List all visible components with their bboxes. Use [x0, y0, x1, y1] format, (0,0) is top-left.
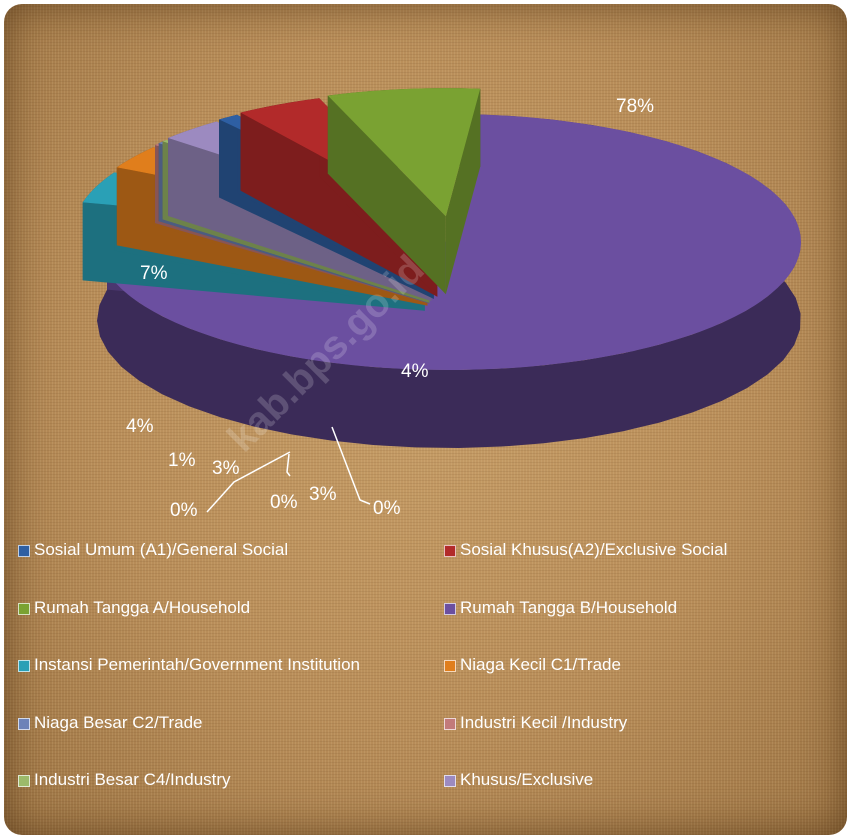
legend-swatch — [18, 545, 30, 557]
pie-chart: 1%4%7%78%4%3%0%0%0%3% kab.bps.go.id — [82, 88, 802, 521]
pie-slice-top — [327, 88, 481, 217]
legend-swatch — [18, 602, 30, 615]
pie-slices — [82, 88, 802, 448]
legend-label: Sosial Khusus(A2)/Exclusive Social — [460, 540, 728, 559]
legend-swatch — [444, 660, 456, 672]
legend-label: Niaga Kecil C1/Trade — [460, 655, 621, 674]
data-label: 0% — [170, 500, 198, 521]
pie-slice-face — [445, 88, 481, 295]
chart-panel: 1% 4% 7% 78% 4% 3% 0% 0% 0% 3% kab.bps.go.id Sosi… — [4, 4, 847, 835]
legend-swatch — [444, 545, 456, 557]
legend-label: Industri Besar C4/Industry — [34, 770, 231, 789]
data-label: 0% — [270, 492, 298, 513]
legend-label: Instansi Pemerintah/Government Instituti… — [34, 655, 360, 674]
legend-item: Niaga Besar C2/Trade — [18, 713, 444, 771]
legend-label: Industri Kecil /Industry — [460, 712, 628, 732]
pie-slice — [327, 88, 481, 295]
data-label: 1% — [168, 450, 196, 471]
legend-swatch — [18, 775, 30, 787]
data-label: 78% — [616, 96, 654, 117]
legend-swatch — [444, 717, 456, 730]
pie-slice-face — [327, 95, 446, 295]
slice-labels: 1% 4% 7% 78% 4% 3% 0% 0% 0% 3% — [126, 96, 654, 521]
legend-item: Sosial Khusus(A2)/Exclusive Social — [444, 540, 838, 598]
legend-item: Khusus/Exclusive — [444, 770, 838, 828]
data-label: 3% — [309, 484, 337, 505]
legend-item: Niaga Kecil C1/Trade — [444, 655, 838, 713]
data-label: 4% — [401, 361, 429, 382]
legend-item: Rumah Tangga B/Household — [444, 598, 838, 656]
data-label: 3% — [212, 458, 240, 479]
legend-item: Sosial Umum (A1)/General Social — [18, 540, 444, 598]
legend-swatch — [444, 602, 456, 615]
data-label: 4% — [126, 416, 154, 437]
data-label: 7% — [140, 263, 168, 284]
legend-swatch — [444, 775, 456, 787]
leader-line — [206, 451, 291, 513]
data-label: 0% — [373, 498, 401, 519]
legend-label: Rumah Tangga A/Household — [34, 597, 251, 617]
legend-label: Niaga Besar C2/Trade — [34, 712, 203, 732]
leader-lines — [206, 426, 371, 513]
legend-label: Sosial Umum (A1)/General Social — [34, 540, 289, 559]
leader-line — [331, 426, 371, 505]
legend-item: Rumah Tangga A/Household — [18, 598, 444, 656]
legend-item: Industri Kecil /Industry — [444, 713, 838, 771]
leader-line — [286, 453, 291, 477]
chart-legend: Sosial Umum (A1)/General Social Sosial Kh… — [18, 540, 838, 828]
legend-swatch — [18, 717, 30, 730]
legend-label: Rumah Tangga B/Household — [460, 597, 678, 617]
legend-item: Industri Besar C4/Industry — [18, 770, 444, 828]
legend-label: Khusus/Exclusive — [460, 770, 594, 789]
legend-item: Instansi Pemerintah/Government Instituti… — [18, 655, 444, 713]
legend-swatch — [18, 660, 30, 672]
pie-slice-face — [240, 112, 438, 297]
